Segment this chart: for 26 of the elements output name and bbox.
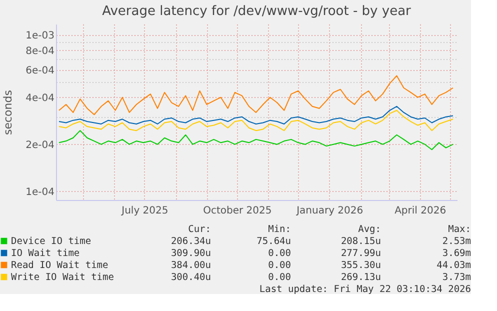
- legend-label: Write IO Wait time: [11, 272, 114, 283]
- text: 300.40u 0.00 269.13u 3.73m: [170, 272, 471, 283]
- line-series: [58, 130, 454, 150]
- text: 309.90u 0.00 277.99u 3.69m: [170, 248, 471, 259]
- line-series: [58, 75, 454, 116]
- x-tick-label: October 2025: [203, 206, 272, 216]
- legend-label: Device IO time: [11, 236, 92, 247]
- y-tick-label: 2e-04: [26, 140, 54, 151]
- text: 206.34u 75.64u 208.15u 2.53m: [170, 236, 471, 247]
- y-tick-label: 8e-04: [26, 46, 54, 57]
- y-tick-label: 4e-04: [26, 92, 54, 104]
- text: 384.00u 0.00 355.30u 44.03m: [170, 260, 471, 271]
- y-tick-label: 1e-04: [26, 186, 54, 198]
- text: Last update: Fri May 22 03:10:34 2026: [259, 284, 472, 295]
- y-axis-title: seconds: [2, 90, 15, 135]
- x-tick-label: July 2025: [120, 206, 168, 216]
- x-tick-label: April 2026: [394, 206, 446, 216]
- legend-label: IO Wait time: [11, 248, 80, 259]
- line-series: [58, 110, 454, 132]
- text: Cur: Min: Avg: Max:: [188, 224, 471, 235]
- y-tick-label: 1e-03: [26, 30, 54, 42]
- legend-label: Read IO Wait time: [11, 260, 109, 271]
- chart-title: Average latency for /dev/www-vg/root - by year: [102, 4, 412, 19]
- x-tick-label: January 2026: [296, 206, 364, 216]
- y-tick-label: 6e-04: [26, 65, 54, 76]
- line-series: [58, 106, 454, 124]
